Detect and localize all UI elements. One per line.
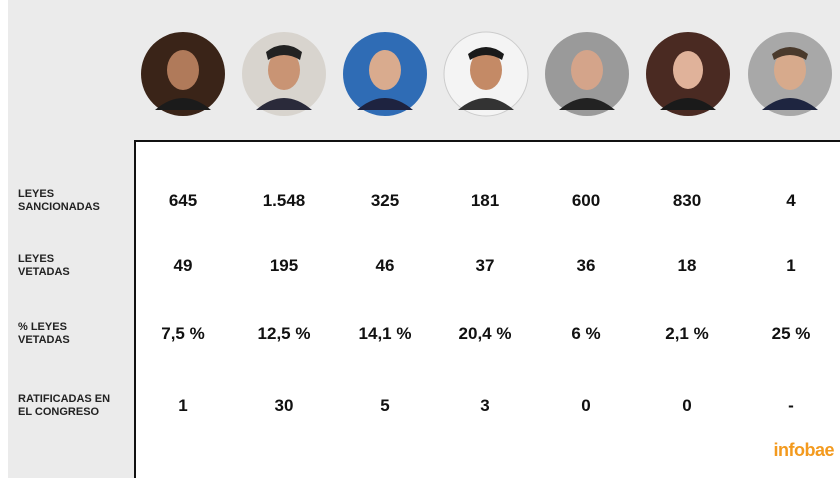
table-cell: 25 % — [746, 324, 836, 344]
row-label-line: VETADAS — [18, 266, 70, 279]
portrait — [444, 32, 528, 116]
table-cell: 46 — [340, 256, 430, 276]
row-label-line: EL CONGRESO — [18, 406, 110, 419]
table-cell: 830 — [642, 191, 732, 211]
table-cell: 0 — [642, 396, 732, 416]
portrait — [343, 32, 427, 116]
table-cell: 5 — [340, 396, 430, 416]
portrait — [242, 32, 326, 116]
portrait — [545, 32, 629, 116]
portrait — [646, 32, 730, 116]
row-label-line: LEYES — [18, 188, 100, 201]
brand-logo: infobae — [773, 440, 834, 461]
table-cell: 195 — [239, 256, 329, 276]
infographic: infobae LEYESSANCIONADAS6451.54832518160… — [0, 0, 840, 478]
table-cell: 1 — [138, 396, 228, 416]
table-cell: 1.548 — [239, 191, 329, 211]
table-cell: - — [746, 396, 836, 416]
portraits — [0, 0, 840, 140]
row-label-line: % LEYES — [18, 321, 70, 334]
table-cell: 325 — [340, 191, 430, 211]
table-cell: 30 — [239, 396, 329, 416]
row-label-line: SANCIONADAS — [18, 201, 100, 214]
table-cell: 1 — [746, 256, 836, 276]
table-cell: 6 % — [541, 324, 631, 344]
table-cell: 600 — [541, 191, 631, 211]
table-cell: 2,1 % — [642, 324, 732, 344]
table-cell: 7,5 % — [138, 324, 228, 344]
table-cell: 20,4 % — [440, 324, 530, 344]
table-cell: 3 — [440, 396, 530, 416]
table-cell: 12,5 % — [239, 324, 329, 344]
table-cell: 36 — [541, 256, 631, 276]
table-cell: 0 — [541, 396, 631, 416]
table-cell: 18 — [642, 256, 732, 276]
row-label-line: VETADAS — [18, 334, 70, 347]
table-cell: 37 — [440, 256, 530, 276]
table-cell: 181 — [440, 191, 530, 211]
table-cell: 645 — [138, 191, 228, 211]
table-cell: 14,1 % — [340, 324, 430, 344]
table-cell: 4 — [746, 191, 836, 211]
row-label-line: LEYES — [18, 253, 70, 266]
portrait — [748, 32, 832, 116]
portrait — [141, 32, 225, 116]
row-label-line: RATIFICADAS EN — [18, 393, 110, 406]
table-cell: 49 — [138, 256, 228, 276]
